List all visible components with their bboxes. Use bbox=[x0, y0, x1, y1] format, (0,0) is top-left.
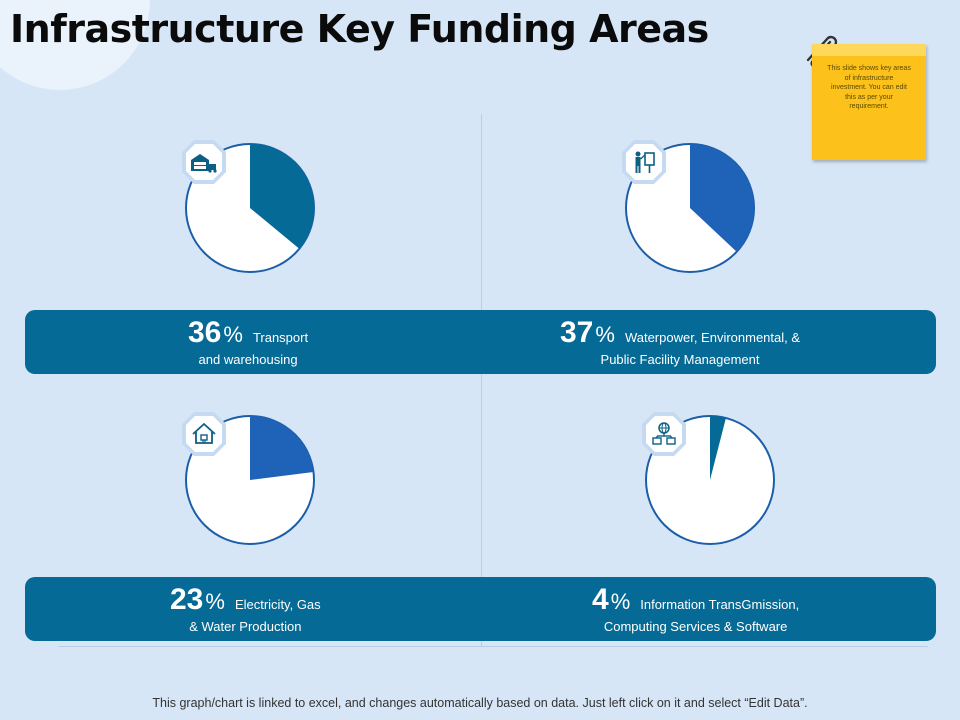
globe-network-icon bbox=[642, 412, 686, 456]
pie-chart-transport[interactable] bbox=[180, 138, 320, 278]
stat-label-line1: Information TransGmission, bbox=[640, 597, 800, 612]
page-title: Infrastructure Key Funding Areas bbox=[10, 7, 709, 51]
pie-chart-waterpower[interactable] bbox=[620, 138, 760, 278]
pie-chart-information[interactable] bbox=[640, 410, 780, 550]
stat-percent-symbol: % bbox=[205, 589, 225, 614]
stat-information: 4 % Information TransGmission, Computing… bbox=[592, 583, 799, 634]
sticky-note[interactable]: This slide shows key areas of infrastruc… bbox=[812, 44, 926, 160]
pie-slice-waterpower bbox=[690, 144, 754, 252]
stat-label-line2: & Water Production bbox=[189, 619, 302, 634]
stat-label-line1: Electricity, Gas bbox=[234, 597, 321, 612]
stat-label-line2: and warehousing bbox=[198, 352, 298, 367]
stat-number: 23 bbox=[170, 583, 204, 616]
stat-label-line2: Computing Services & Software bbox=[603, 619, 788, 634]
presenter-board-icon bbox=[622, 140, 666, 184]
stat-percent-symbol: % bbox=[610, 589, 631, 614]
stat-number: 37 bbox=[560, 316, 594, 349]
footer-note: This graph/chart is linked to excel, and… bbox=[152, 696, 808, 710]
pie-slice-electricity bbox=[250, 416, 314, 480]
stat-number: 36 bbox=[188, 316, 222, 349]
sticky-note-text: This slide shows key areas of infrastruc… bbox=[827, 65, 911, 110]
stat-waterpower: 37 % Waterpower, Environmental, & Public… bbox=[560, 316, 800, 367]
horizontal-divider bbox=[58, 646, 928, 647]
stat-label-line2: Public Facility Management bbox=[600, 352, 760, 367]
stats-band-bottom bbox=[25, 577, 936, 641]
pie-slice-transport bbox=[250, 144, 315, 249]
vertical-divider bbox=[481, 114, 482, 646]
stats-band-top bbox=[25, 310, 936, 374]
stat-number: 4 bbox=[592, 583, 609, 616]
stat-label-line1: Transport bbox=[252, 330, 309, 345]
pie-chart-electricity[interactable] bbox=[180, 410, 320, 550]
warehouse-truck-icon bbox=[182, 140, 226, 184]
stat-label-line1: Waterpower, Environmental, & bbox=[624, 330, 801, 345]
stat-percent-symbol: % bbox=[595, 322, 615, 347]
stat-electricity: 23 % Electricity, Gas & Water Production bbox=[170, 583, 321, 634]
pie-slice-information bbox=[710, 416, 726, 480]
stat-transport: 36 % Transport and warehousing bbox=[188, 316, 308, 367]
house-plug-icon bbox=[182, 412, 226, 456]
stat-percent-symbol: % bbox=[223, 322, 243, 347]
